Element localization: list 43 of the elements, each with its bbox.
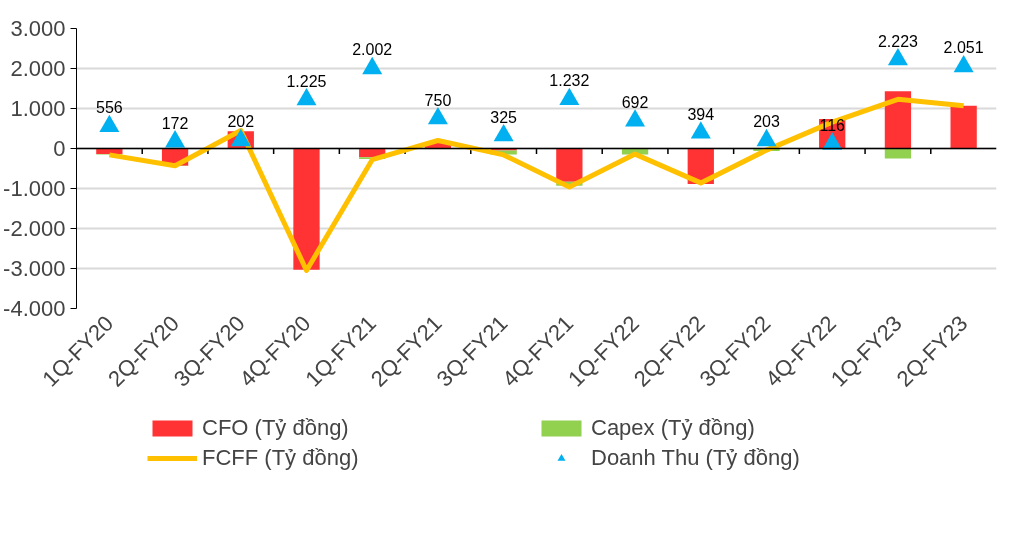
point [953, 54, 974, 73]
data-label: 1.225 [286, 72, 327, 90]
y-tick-label: -3.000 [3, 256, 66, 281]
point [887, 48, 908, 66]
point [99, 114, 120, 133]
data-label: 203 [753, 113, 780, 131]
y-tick-label: 0 [53, 136, 66, 161]
point [559, 87, 580, 105]
data-label: 2.051 [943, 39, 984, 57]
point [296, 87, 317, 106]
point [362, 56, 383, 75]
point [165, 130, 186, 148]
y-tick-label: -2.000 [3, 216, 66, 241]
data-label: 325 [490, 108, 518, 126]
bar [556, 148, 583, 182]
y-tick-label: 3.000 [10, 16, 66, 41]
point [427, 106, 448, 125]
point [756, 128, 777, 147]
y-tick-label: 1.000 [10, 96, 66, 121]
data-label: 1.232 [549, 72, 590, 90]
point [625, 109, 646, 127]
data-label: 2.223 [877, 32, 919, 50]
data-label: 556 [96, 99, 123, 117]
bar [884, 91, 912, 149]
legend-label: CFO (Tỷ đồng) [202, 415, 350, 441]
data-label: 202 [227, 113, 255, 131]
data-label: 692 [621, 93, 649, 111]
data-label: 2.002 [352, 41, 393, 59]
bar [96, 148, 123, 155]
point [493, 123, 514, 142]
bar [884, 148, 912, 159]
legend-label: Doanh Thu (Tỷ đồng) [591, 445, 801, 471]
legend-label: Capex (Tỷ đồng) [591, 415, 756, 441]
point [690, 121, 711, 139]
data-label: 394 [687, 105, 715, 123]
bar [293, 148, 320, 270]
bar [950, 105, 977, 149]
data-label: 750 [424, 91, 452, 109]
legend-label: FCFF (Tỷ đồng) [202, 445, 360, 471]
data-label: 172 [161, 114, 189, 132]
y-tick-label: -1.000 [3, 176, 66, 201]
y-tick-label: 2.000 [10, 56, 66, 81]
y-tick-label: -4.000 [3, 296, 66, 321]
